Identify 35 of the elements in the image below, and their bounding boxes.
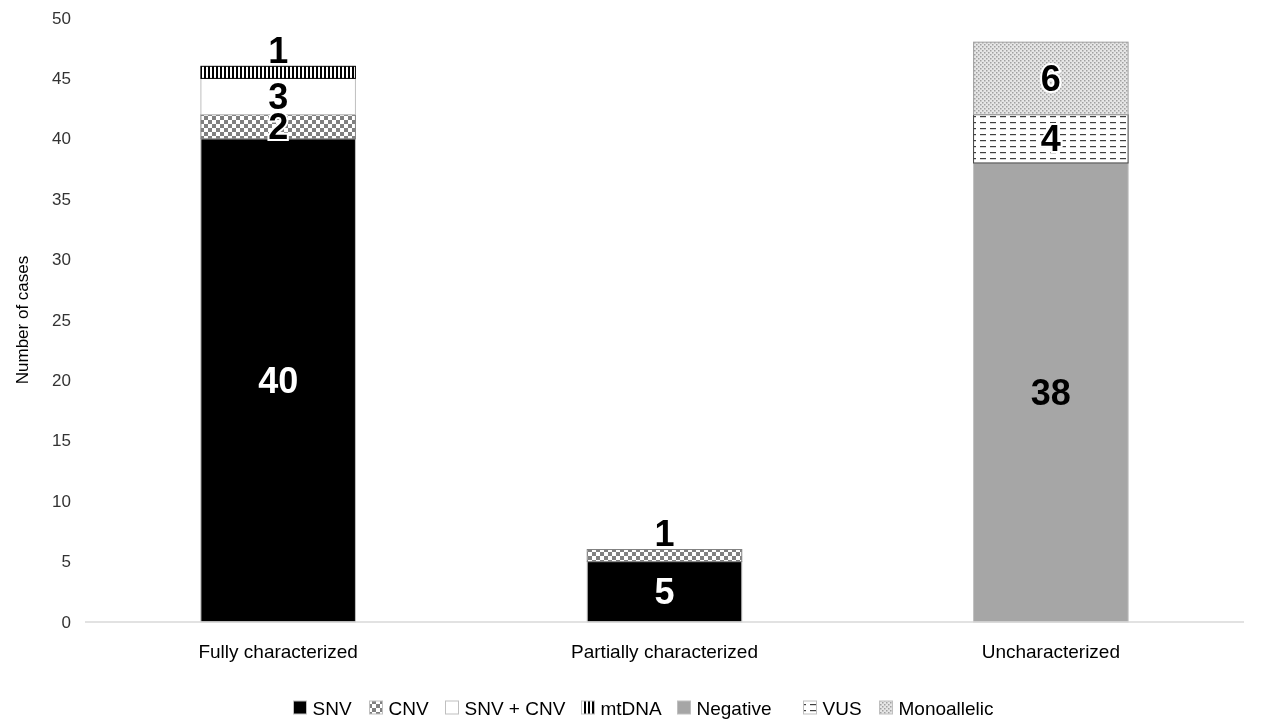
y-tick-label: 20	[52, 370, 71, 390]
bar	[586, 549, 743, 563]
legend-label: Monoallelic	[898, 697, 994, 719]
data-label: 38	[1030, 371, 1071, 413]
bar	[973, 41, 1129, 116]
x-tick-label: Fully characterized	[198, 641, 358, 662]
bar	[200, 65, 356, 79]
legend-label: Negative	[696, 697, 772, 719]
y-tick-label: 0	[61, 612, 71, 632]
y-axis-title: Number of cases	[12, 255, 32, 385]
x-tick-label: Partially characterized	[571, 641, 758, 662]
legend-label: SNV + CNV	[464, 697, 566, 719]
y-tick-label: 10	[52, 491, 71, 511]
y-tick-label: 50	[52, 8, 71, 28]
data-label: 1	[268, 29, 289, 71]
bar	[973, 162, 1129, 623]
y-tick-label: 30	[52, 250, 71, 270]
y-tick-label: 45	[52, 68, 71, 88]
data-label: 6	[1040, 57, 1061, 99]
y-tick-label: 35	[52, 189, 71, 209]
legend-label: VUS	[822, 697, 862, 719]
y-tick-label: 15	[52, 431, 71, 451]
y-tick-label: 40	[52, 129, 71, 149]
data-label: 1	[654, 513, 675, 555]
legend-label: SNV	[312, 697, 352, 719]
data-label: 5	[654, 571, 675, 613]
bar	[973, 114, 1129, 164]
bar	[586, 561, 743, 623]
y-tick-label: 25	[52, 310, 71, 330]
x-tick-label: Uncharacterized	[981, 641, 1121, 662]
bar	[200, 138, 356, 623]
data-label: 40	[258, 359, 299, 401]
y-tick-label: 5	[61, 552, 71, 572]
legend-label: mtDNA	[600, 697, 663, 719]
legend-label: CNV	[388, 697, 429, 719]
